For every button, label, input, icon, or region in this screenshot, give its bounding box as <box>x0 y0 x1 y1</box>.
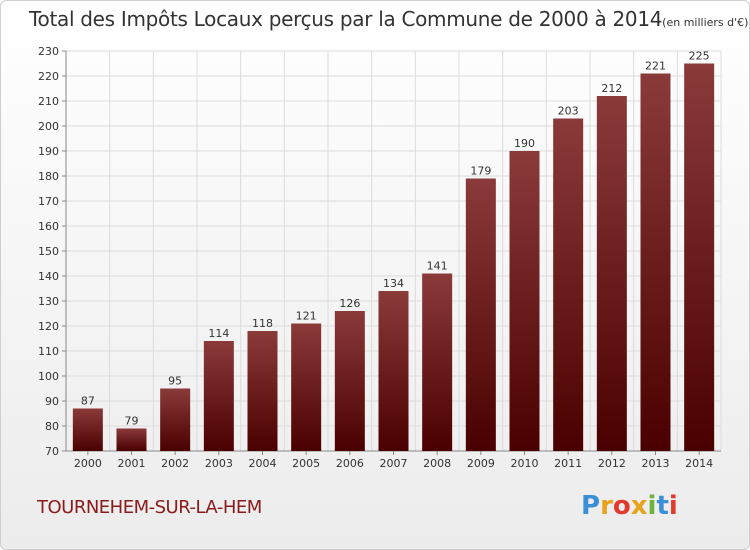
data-label: 126 <box>339 297 360 310</box>
y-tick-label: 210 <box>38 95 59 108</box>
labels: 7080901001101201301401501601701801902002… <box>38 45 713 470</box>
x-tick-label: 2008 <box>423 457 451 470</box>
bar <box>247 331 278 451</box>
data-label: 87 <box>81 395 95 408</box>
data-label: 95 <box>168 375 182 388</box>
y-tick-label: 230 <box>38 45 59 58</box>
logo-letter: i <box>647 491 657 521</box>
bar <box>334 311 365 451</box>
y-tick-label: 110 <box>38 345 59 358</box>
y-tick-label: 120 <box>38 320 59 333</box>
x-tick-label: 2002 <box>161 457 189 470</box>
bar <box>72 408 103 451</box>
bar <box>422 273 453 451</box>
bar <box>596 96 627 451</box>
chart-title: Total des Impôts Locaux perçus par la Co… <box>29 7 748 31</box>
data-label: 212 <box>601 82 622 95</box>
y-tick-label: 130 <box>38 295 59 308</box>
data-label: 225 <box>689 50 710 63</box>
bar <box>640 73 671 451</box>
y-tick-label: 70 <box>45 445 59 458</box>
x-tick-label: 2004 <box>249 457 277 470</box>
data-label: 121 <box>296 310 317 323</box>
proxiti-logo: Proxiti <box>581 491 678 521</box>
data-label: 179 <box>470 165 491 178</box>
data-label: 114 <box>208 327 229 340</box>
bar <box>160 388 191 451</box>
y-tick-label: 180 <box>38 170 59 183</box>
title-unit: (en milliers d'€) <box>662 16 749 29</box>
title-text: Total des Impôts Locaux perçus par la Co… <box>29 7 663 31</box>
x-tick-label: 2010 <box>511 457 539 470</box>
y-tick-label: 150 <box>38 245 59 258</box>
data-label: 79 <box>125 415 139 428</box>
logo-letter: i <box>668 491 678 521</box>
x-tick-label: 2000 <box>74 457 102 470</box>
data-label: 190 <box>514 137 535 150</box>
y-tick-label: 160 <box>38 220 59 233</box>
y-tick-label: 100 <box>38 370 59 383</box>
bar <box>465 178 496 451</box>
bar <box>116 428 147 451</box>
bar <box>378 291 409 451</box>
x-tick-label: 2006 <box>336 457 364 470</box>
data-label: 221 <box>645 60 666 73</box>
y-tick-label: 200 <box>38 120 59 133</box>
x-tick-label: 2001 <box>118 457 146 470</box>
logo-letter: P <box>581 491 601 521</box>
logo-letter: t <box>656 491 669 521</box>
y-tick-label: 190 <box>38 145 59 158</box>
bar <box>203 341 234 451</box>
bar <box>291 323 322 451</box>
x-tick-label: 2013 <box>642 457 670 470</box>
y-tick-label: 140 <box>38 270 59 283</box>
bar <box>684 63 715 451</box>
logo-letter: x <box>630 491 648 521</box>
y-tick-label: 220 <box>38 70 59 83</box>
data-label: 203 <box>558 105 579 118</box>
bar <box>553 118 584 451</box>
y-tick-label: 170 <box>38 195 59 208</box>
data-label: 134 <box>383 277 404 290</box>
bars <box>72 63 715 451</box>
x-tick-label: 2003 <box>205 457 233 470</box>
data-label: 118 <box>252 317 273 330</box>
x-tick-label: 2007 <box>380 457 408 470</box>
commune-name: TOURNEHEM-SUR-LA-HEM <box>37 497 262 518</box>
logo-letter: o <box>612 491 631 521</box>
logo-letter: r <box>600 491 613 521</box>
x-tick-label: 2011 <box>554 457 582 470</box>
x-tick-label: 2012 <box>598 457 626 470</box>
y-tick-label: 90 <box>45 395 59 408</box>
x-tick-label: 2005 <box>292 457 320 470</box>
x-tick-label: 2009 <box>467 457 495 470</box>
data-label: 141 <box>427 260 448 273</box>
y-tick-label: 80 <box>45 420 59 433</box>
bar <box>509 151 540 451</box>
x-tick-label: 2014 <box>685 457 713 470</box>
